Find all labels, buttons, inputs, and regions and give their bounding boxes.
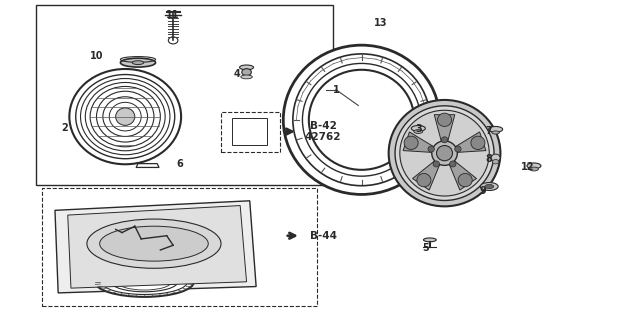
Ellipse shape [412,125,426,131]
Ellipse shape [404,136,418,150]
Ellipse shape [471,136,485,150]
Ellipse shape [100,226,208,261]
Text: 11: 11 [166,10,180,20]
Polygon shape [68,205,246,288]
Polygon shape [448,159,476,190]
Ellipse shape [417,174,431,187]
Text: 12: 12 [521,162,534,173]
Ellipse shape [527,163,541,169]
Ellipse shape [442,137,448,143]
Ellipse shape [414,130,423,133]
Text: B-44: B-44 [310,231,337,241]
Ellipse shape [432,141,458,165]
Text: 10: 10 [90,51,103,61]
Ellipse shape [492,160,499,164]
Ellipse shape [492,131,499,134]
Text: 2: 2 [61,123,68,133]
Ellipse shape [433,161,440,167]
Ellipse shape [116,108,135,125]
Ellipse shape [400,110,489,196]
Ellipse shape [388,100,500,206]
Ellipse shape [239,65,253,70]
Ellipse shape [480,182,498,190]
Ellipse shape [132,61,144,64]
Text: 6: 6 [176,159,183,169]
Ellipse shape [436,145,452,161]
Ellipse shape [449,161,456,167]
Text: 3: 3 [415,124,422,134]
Polygon shape [452,132,486,152]
Ellipse shape [168,37,178,44]
Ellipse shape [109,102,141,131]
Ellipse shape [284,45,440,195]
Ellipse shape [458,174,472,187]
Ellipse shape [491,154,500,162]
Polygon shape [55,201,256,293]
Ellipse shape [438,113,452,126]
Polygon shape [413,159,441,190]
Text: 8: 8 [486,154,493,165]
Ellipse shape [454,146,461,152]
Ellipse shape [111,272,178,292]
Ellipse shape [529,167,538,171]
Polygon shape [435,115,455,145]
Ellipse shape [242,69,252,76]
Text: 4: 4 [234,69,241,79]
Text: 7: 7 [486,126,493,136]
Text: 5: 5 [422,243,429,253]
Text: B-42
42762: B-42 42762 [305,121,342,142]
Bar [36,5,333,185]
Bar [42,188,317,306]
Ellipse shape [395,106,494,200]
Ellipse shape [87,219,221,268]
Ellipse shape [95,267,194,297]
Ellipse shape [484,184,493,189]
Ellipse shape [424,238,436,242]
Ellipse shape [120,58,156,67]
Ellipse shape [488,126,502,132]
Bar [232,118,267,145]
Ellipse shape [241,75,252,79]
Ellipse shape [428,146,435,152]
Text: 1: 1 [333,85,339,95]
Polygon shape [403,132,436,152]
Text: 9: 9 [479,186,486,196]
Ellipse shape [309,70,414,170]
Bar [221,112,280,152]
Text: 13: 13 [374,18,387,28]
